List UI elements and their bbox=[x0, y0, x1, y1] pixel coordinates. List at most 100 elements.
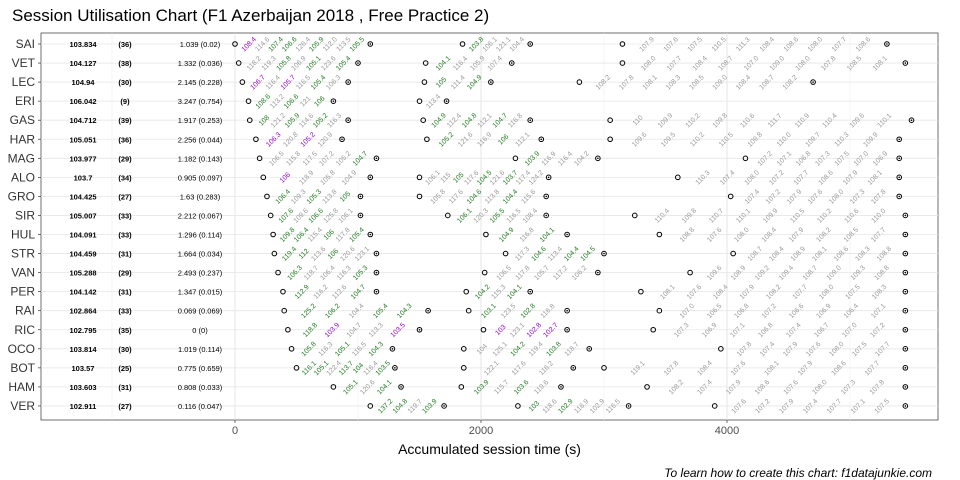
best-lap-time: 106.042 bbox=[69, 97, 96, 106]
stint-end-marker bbox=[508, 60, 515, 66]
driver-label: VET bbox=[12, 56, 36, 70]
lap-count: (33) bbox=[118, 211, 132, 220]
stint-end-dot bbox=[357, 62, 359, 64]
stint-end-dot bbox=[566, 328, 568, 331]
stint-end-marker bbox=[902, 288, 909, 295]
stint-end-dot bbox=[904, 290, 907, 293]
stint-end-marker bbox=[389, 346, 396, 352]
caption: To learn how to create this chart: f1dat… bbox=[664, 466, 932, 480]
lap-count: (30) bbox=[118, 78, 132, 87]
stint-end-marker bbox=[902, 231, 909, 238]
stint-end-marker bbox=[373, 288, 380, 295]
best-lap-time: 104.94 bbox=[72, 78, 96, 87]
best-lap-time: 102.911 bbox=[70, 402, 97, 411]
stint-start-marker bbox=[288, 346, 295, 352]
best-lap-time: 102.795 bbox=[69, 326, 96, 335]
lap-count: (9) bbox=[120, 97, 130, 106]
best-lap-time: 105.288 bbox=[69, 269, 96, 278]
gap-to-best: 1.664 (0.034) bbox=[178, 250, 223, 259]
gap-to-best: 0.905 (0.097) bbox=[178, 173, 223, 182]
gap-to-best: 1.63 (0.283) bbox=[180, 192, 221, 201]
stint-end-dot bbox=[445, 100, 448, 102]
stint-end-dot bbox=[572, 367, 575, 369]
stint-start-marker bbox=[458, 384, 465, 390]
stint-end-dot bbox=[510, 62, 513, 64]
stint-end-dot bbox=[400, 386, 402, 388]
stint-end-marker bbox=[339, 136, 345, 143]
stint-end-marker bbox=[357, 193, 364, 200]
driver-label: ALO bbox=[11, 170, 35, 184]
stint-start-marker bbox=[515, 403, 521, 409]
stint-end-marker bbox=[545, 174, 552, 181]
stint-end-dot bbox=[910, 119, 913, 121]
stint-end-dot bbox=[545, 214, 547, 217]
stint-start-marker bbox=[638, 288, 644, 295]
stint-end-dot bbox=[418, 328, 421, 331]
stint-end-dot bbox=[341, 138, 343, 141]
stint-start-marker bbox=[727, 193, 734, 200]
stint-end-marker bbox=[543, 193, 549, 200]
stint-end-dot bbox=[375, 252, 378, 255]
best-lap-time: 103.834 bbox=[69, 40, 97, 49]
stint-start-marker bbox=[239, 79, 246, 85]
stint-end-marker bbox=[902, 326, 909, 333]
stint-start-marker bbox=[687, 269, 693, 276]
stint-end-dot bbox=[904, 367, 907, 369]
stint-end-marker bbox=[357, 212, 364, 219]
best-lap-time: 103.814 bbox=[69, 345, 97, 354]
stint-end-marker bbox=[367, 41, 374, 47]
gap-to-best: 1.296 (0.114) bbox=[178, 231, 223, 240]
gap-to-best: 1.182 (0.143) bbox=[178, 154, 223, 163]
driver-label: GRO bbox=[8, 189, 35, 203]
stint-start-marker bbox=[416, 98, 423, 104]
stint-start-marker bbox=[232, 41, 238, 47]
stint-end-marker bbox=[595, 155, 601, 162]
stint-end-marker bbox=[908, 117, 915, 123]
stint-start-marker bbox=[502, 250, 509, 257]
lap-count: (33) bbox=[118, 231, 132, 240]
stint-start-marker bbox=[465, 307, 472, 314]
stint-end-dot bbox=[369, 176, 372, 179]
stint-end-dot bbox=[904, 214, 907, 217]
stint-start-marker bbox=[656, 231, 663, 238]
gap-to-best: 2.493 (0.237) bbox=[178, 269, 223, 278]
x-tick-label: 2000 bbox=[469, 425, 493, 437]
stint-start-marker bbox=[421, 79, 428, 85]
stint-start-marker bbox=[631, 212, 638, 219]
stint-end-dot bbox=[369, 233, 372, 236]
gap-to-best: 0.775 (0.659) bbox=[178, 364, 223, 373]
stint-end-dot bbox=[375, 157, 378, 160]
stint-end-marker bbox=[443, 98, 450, 104]
stint-start-marker bbox=[293, 365, 300, 371]
stint-end-dot bbox=[904, 62, 907, 64]
stint-start-marker bbox=[480, 326, 487, 333]
stint-end-dot bbox=[904, 233, 907, 236]
best-lap-time: 103.977 bbox=[69, 154, 96, 163]
stint-end-dot bbox=[540, 138, 543, 141]
stint-end-dot bbox=[886, 43, 888, 45]
stint-start-marker bbox=[656, 307, 663, 314]
stint-start-marker bbox=[650, 326, 657, 333]
stint-end-dot bbox=[898, 195, 900, 198]
stint-end-dot bbox=[529, 43, 531, 45]
stint-end-marker bbox=[373, 155, 380, 162]
stint-end-dot bbox=[560, 386, 562, 388]
stint-end-dot bbox=[332, 100, 335, 102]
stint-start-marker bbox=[742, 155, 749, 162]
stint-end-marker bbox=[373, 269, 380, 276]
stint-start-marker bbox=[619, 60, 626, 66]
stint-start-marker bbox=[607, 117, 613, 123]
stint-start-marker bbox=[718, 346, 724, 352]
stint-end-marker bbox=[488, 79, 494, 85]
best-lap-time: 104.127 bbox=[69, 59, 96, 68]
stint-end-dot bbox=[812, 81, 814, 83]
best-lap-time: 103.57 bbox=[72, 364, 95, 373]
best-lap-time: 103.7 bbox=[74, 173, 93, 182]
driver-label: LEC bbox=[12, 75, 36, 89]
stint-end-marker bbox=[558, 384, 564, 390]
gap-to-best: 1.332 (0.036) bbox=[178, 59, 223, 68]
stint-start-marker bbox=[267, 212, 274, 219]
driver-label: ERI bbox=[15, 94, 35, 108]
driver-label: RAI bbox=[15, 304, 35, 318]
